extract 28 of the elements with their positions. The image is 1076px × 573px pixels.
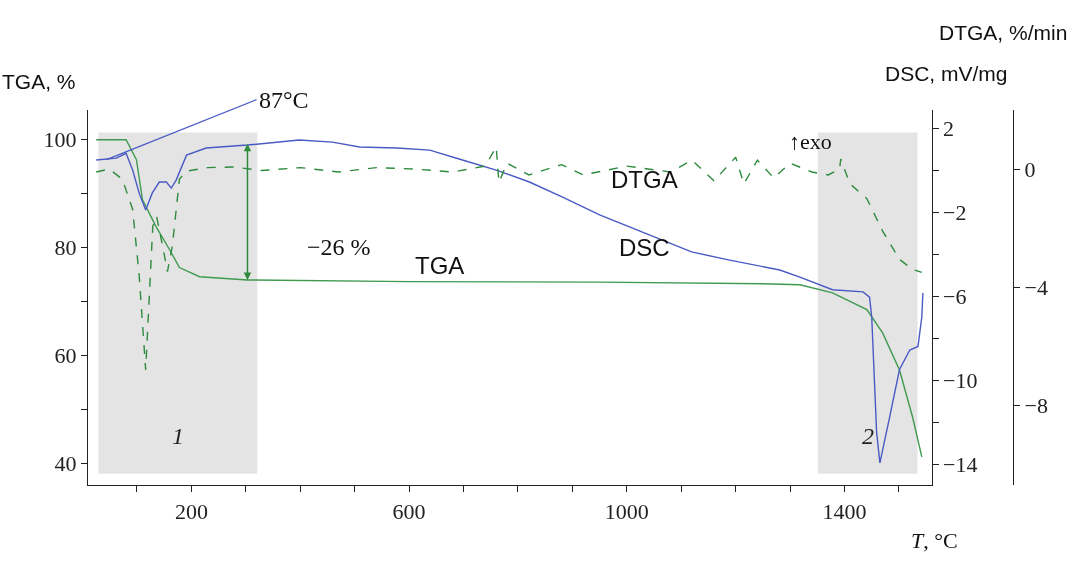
y3-axis-title: DTGA, %/min (939, 21, 1068, 44)
x-tick-label: 600 (392, 498, 426, 524)
x-tick-label: 1400 (822, 498, 867, 524)
x-tick-label: 1000 (604, 498, 649, 524)
y2-tick-label: −2 (943, 199, 967, 225)
y-tick-label: 80 (54, 235, 77, 261)
series-label: DSC (619, 234, 670, 261)
x-axis-title: T, °C (911, 528, 958, 553)
y2-tick-label: 2 (943, 115, 955, 141)
band-label: 2 (862, 423, 874, 449)
y2-tick-label: −14 (943, 451, 978, 477)
band-label: 1 (172, 423, 184, 449)
series-label: DTGA (611, 166, 678, 193)
y2-axis-title: DSC, mV/mg (885, 62, 1008, 85)
y-tick-label: 100 (43, 127, 77, 153)
y2-tick-label: −10 (943, 367, 978, 393)
annotation: −26 % (307, 234, 371, 260)
y3-tick-label: 0 (1024, 156, 1036, 182)
annotation: ↑exo (789, 129, 832, 154)
y2-tick-label: −6 (943, 283, 967, 309)
y-tick-label: 60 (54, 343, 77, 369)
y-axis-title: TGA, % (2, 70, 76, 93)
y3-tick-label: −8 (1024, 392, 1048, 418)
y3-tick-label: −4 (1024, 274, 1048, 300)
series-label: TGA (415, 252, 465, 279)
y-tick-label: 40 (54, 451, 77, 477)
x-tick-label: 200 (174, 498, 208, 524)
annotation: 87°C (259, 87, 309, 113)
